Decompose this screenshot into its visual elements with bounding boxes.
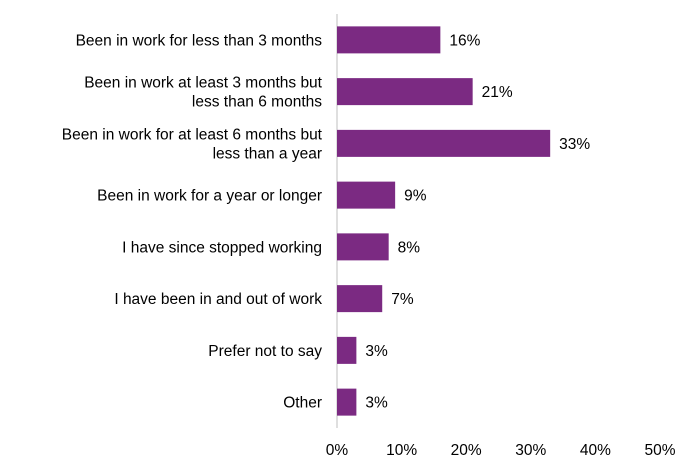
- category-label-line: Been in work for a year or longer: [97, 188, 322, 205]
- category-label-line: Been in work at least 3 months but: [84, 75, 322, 92]
- category-label-0: Been in work for less than 3 months: [76, 32, 323, 49]
- value-label-2: 33%: [559, 136, 590, 153]
- category-label-line: Prefer not to say: [208, 343, 322, 360]
- value-label-7: 3%: [365, 395, 388, 412]
- bars: [337, 26, 551, 416]
- x-tick-label-2: 20%: [451, 442, 482, 459]
- category-label-1: Been in work at least 3 months but less t…: [84, 75, 322, 111]
- bar-0: [337, 26, 441, 54]
- category-label-line: less than 6 months: [192, 94, 322, 111]
- bar-5: [337, 285, 383, 313]
- value-label-0: 16%: [449, 32, 480, 49]
- category-label-line: less than a year: [213, 145, 322, 162]
- category-label-line: I have since stopped working: [122, 239, 322, 256]
- bar-2: [337, 129, 551, 157]
- value-label-1: 21%: [482, 84, 513, 101]
- x-tick-labels: 0% 10% 20% 30% 40% 50%: [326, 442, 676, 459]
- x-tick-label-0: 0%: [326, 442, 349, 459]
- bar-7: [337, 388, 357, 416]
- bar-6: [337, 336, 357, 364]
- bar-1: [337, 78, 473, 106]
- category-label-6: Prefer not to say: [208, 343, 322, 360]
- category-label-line: Been in work for less than 3 months: [76, 32, 323, 49]
- x-tick-label-1: 10%: [386, 442, 417, 459]
- category-labels: Been in work for less than 3 months Been …: [62, 32, 323, 411]
- category-label-4: I have since stopped working: [122, 239, 322, 256]
- value-labels: 16% 21% 33% 9% 8% 7% 3% 3%: [365, 32, 590, 411]
- category-label-line: Been in work for at least 6 months but: [62, 126, 323, 143]
- value-label-6: 3%: [365, 343, 388, 360]
- bar-4: [337, 233, 389, 261]
- bar-3: [337, 181, 396, 209]
- category-label-5: I have been in and out of work: [114, 291, 322, 308]
- x-tick-label-5: 50%: [644, 442, 675, 459]
- category-label-line: I have been in and out of work: [114, 291, 322, 308]
- value-label-5: 7%: [391, 291, 414, 308]
- x-tick-label-3: 30%: [515, 442, 546, 459]
- category-label-3: Been in work for a year or longer: [97, 188, 322, 205]
- x-tick-label-4: 40%: [580, 442, 611, 459]
- category-label-line: Other: [283, 395, 322, 412]
- value-label-4: 8%: [398, 239, 421, 256]
- category-label-2: Been in work for at least 6 months but le…: [62, 126, 323, 162]
- value-label-3: 9%: [404, 188, 427, 205]
- category-label-7: Other: [283, 395, 322, 412]
